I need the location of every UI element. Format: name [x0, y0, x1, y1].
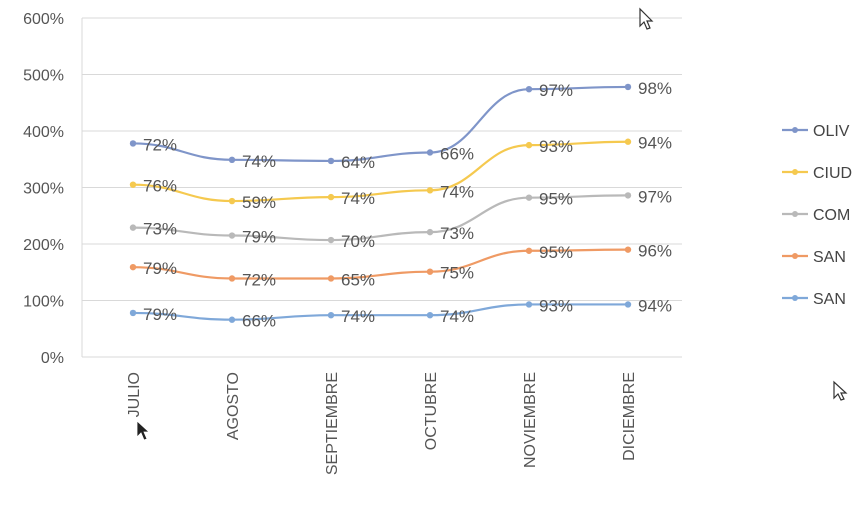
legend-marker	[792, 169, 798, 175]
data-point	[228, 275, 236, 282]
data-label: 93%	[539, 137, 573, 156]
data-point	[426, 187, 434, 194]
legend-label: COM	[813, 207, 850, 224]
data-label: 73%	[143, 220, 177, 239]
data-point	[228, 316, 236, 323]
data-label: 97%	[539, 81, 573, 100]
legend-label: SAN	[813, 291, 846, 308]
legend-label: SAN	[813, 249, 846, 266]
x-tick-label: OCTUBRE	[423, 372, 440, 450]
data-label: 70%	[341, 232, 375, 251]
series-line	[132, 194, 629, 242]
data-point	[525, 194, 533, 201]
x-tick-label: SEPTIEMBRE	[324, 372, 341, 475]
data-point	[228, 156, 236, 164]
legend-marker	[792, 253, 798, 259]
data-label: 73%	[440, 224, 474, 243]
data-point	[129, 309, 137, 317]
data-point	[327, 236, 335, 244]
data-point	[228, 232, 236, 239]
x-tick-label: AGOSTO	[225, 372, 242, 440]
data-label: 76%	[143, 177, 177, 196]
data-label: 96%	[638, 242, 672, 261]
data-point	[426, 268, 434, 275]
data-label: 59%	[242, 193, 276, 212]
data-label: 98%	[638, 79, 672, 98]
data-label: 74%	[242, 152, 276, 171]
data-label: 95%	[539, 243, 573, 262]
y-tick-label: 600%	[23, 11, 64, 28]
data-label: 72%	[242, 270, 276, 289]
data-label: 74%	[440, 307, 474, 326]
data-label: 74%	[341, 307, 375, 326]
data-point	[624, 83, 632, 91]
data-label: 94%	[638, 296, 672, 315]
data-label: 74%	[440, 182, 474, 201]
data-point	[525, 141, 533, 149]
series-line	[132, 248, 629, 280]
data-point	[525, 85, 533, 93]
legend-label: OLIV	[813, 123, 850, 140]
grid-lines	[81, 17, 682, 358]
y-tick-label: 0%	[41, 350, 64, 367]
data-point	[228, 197, 236, 205]
y-tick-label: 400%	[23, 124, 64, 141]
legend-marker	[792, 211, 798, 217]
data-point	[426, 149, 434, 156]
y-axis-ticks: 0% 100% 200% 300% 400% 500% 600%	[23, 11, 64, 367]
data-point	[426, 311, 434, 319]
data-label: 93%	[539, 296, 573, 315]
cursor-icons	[136, 7, 848, 441]
data-label: 75%	[440, 264, 474, 283]
data-point	[327, 275, 335, 282]
legend-label: CIUD	[813, 165, 852, 182]
y-tick-label: 300%	[23, 181, 64, 198]
data-point	[327, 193, 335, 201]
data-point	[624, 192, 632, 199]
data-labels: 72% 74% 64% 66% 97% 98% 76% 59% 74% 74% 93% 94% 73% 7…	[143, 79, 672, 331]
data-label: 66%	[440, 144, 474, 163]
data-label: 94%	[638, 134, 672, 153]
data-point	[525, 247, 533, 254]
data-point	[327, 157, 335, 165]
data-point	[129, 224, 137, 231]
data-label: 79%	[143, 259, 177, 278]
data-point	[129, 140, 137, 147]
x-tick-label: JULIO	[126, 372, 143, 417]
data-label: 95%	[539, 190, 573, 209]
y-tick-label: 500%	[23, 68, 64, 85]
y-tick-label: 100%	[23, 294, 64, 311]
data-label: 65%	[341, 270, 375, 289]
data-label: 64%	[341, 153, 375, 172]
series-line	[132, 140, 629, 203]
series-line	[132, 303, 628, 321]
data-point	[624, 301, 632, 308]
mouse-cursor-icon	[639, 7, 654, 30]
data-point	[327, 311, 335, 319]
data-label: 66%	[242, 312, 276, 331]
legend: OLIV CIUD COM SAN SAN	[782, 123, 852, 308]
legend-marker	[792, 127, 798, 133]
data-label: 97%	[638, 187, 672, 206]
mouse-cursor-icon	[833, 380, 848, 401]
data-point	[624, 246, 632, 253]
y-tick-label: 200%	[23, 237, 64, 254]
data-label: 79%	[143, 305, 177, 324]
x-axis-ticks: JULIO AGOSTO SEPTIEMBRE OCTUBRE NOVIEMBRE DIC…	[126, 372, 638, 475]
data-point	[129, 263, 137, 271]
x-tick-label: NOVIEMBRE	[522, 372, 539, 468]
x-tick-label: DICIEMBRE	[621, 372, 638, 461]
data-label: 79%	[242, 228, 276, 247]
data-point	[129, 181, 137, 188]
data-label: 72%	[143, 135, 177, 154]
mouse-cursor-icon	[136, 420, 151, 441]
data-point	[624, 138, 632, 145]
legend-marker	[792, 295, 798, 301]
data-point	[525, 301, 533, 308]
data-point	[426, 228, 434, 236]
series-lines	[129, 83, 632, 323]
data-label: 74%	[341, 189, 375, 208]
